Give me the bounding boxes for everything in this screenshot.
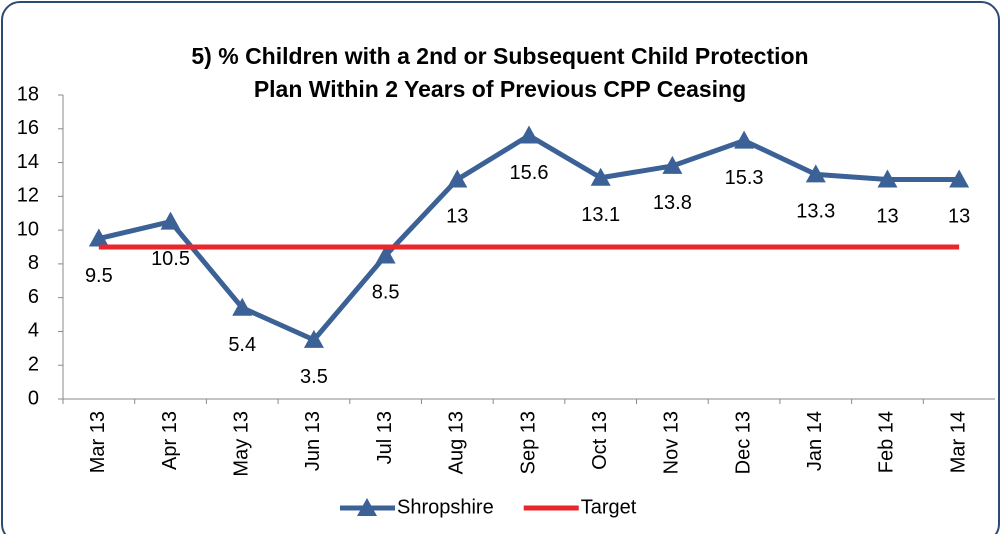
data-label: 13 bbox=[446, 206, 468, 228]
y-tick-label: 6 bbox=[28, 286, 39, 308]
y-tick-label: 10 bbox=[17, 218, 39, 240]
marker bbox=[303, 329, 324, 348]
y-tick-label: 2 bbox=[28, 354, 39, 376]
x-tick-label: Jan 14 bbox=[804, 411, 826, 471]
y-tick-label: 8 bbox=[28, 252, 39, 274]
data-label: 13 bbox=[876, 206, 898, 228]
x-tick-label: Mar 14 bbox=[947, 411, 969, 473]
data-label: 13.3 bbox=[796, 201, 835, 223]
marker bbox=[877, 169, 898, 188]
legend-marker bbox=[357, 498, 377, 516]
marker bbox=[88, 228, 109, 247]
data-label: 3.5 bbox=[300, 366, 328, 388]
x-tick-label: Aug 13 bbox=[446, 411, 468, 474]
y-tick-label: 14 bbox=[17, 151, 39, 173]
marker bbox=[160, 211, 181, 230]
y-tick-label: 4 bbox=[28, 320, 39, 342]
x-tick-label: Nov 13 bbox=[661, 411, 683, 474]
marker bbox=[232, 297, 253, 316]
y-tick-label: 16 bbox=[17, 117, 39, 139]
x-tick-label: Apr 13 bbox=[159, 411, 181, 470]
marker bbox=[949, 169, 970, 188]
x-tick-label: Feb 14 bbox=[876, 411, 898, 473]
y-tick-label: 12 bbox=[17, 185, 39, 207]
chart-title: 5) % Children with a 2nd or Subsequent C… bbox=[191, 43, 809, 102]
data-label: 13 bbox=[948, 206, 970, 228]
x-tick-label: Jul 13 bbox=[374, 411, 396, 464]
marker bbox=[447, 169, 468, 188]
marker bbox=[734, 130, 755, 149]
x-tick-label: May 13 bbox=[231, 411, 253, 477]
x-tick-label: Jun 13 bbox=[302, 411, 324, 471]
x-tick-label: Oct 13 bbox=[589, 411, 611, 470]
y-tick-label: 18 bbox=[17, 83, 39, 105]
marker bbox=[590, 167, 611, 186]
data-label: 15.3 bbox=[725, 167, 764, 189]
legend-label: Shropshire bbox=[397, 496, 494, 518]
marker bbox=[519, 125, 539, 144]
data-label: 15.6 bbox=[510, 162, 549, 184]
x-tick-label: Mar 13 bbox=[87, 411, 109, 473]
marker bbox=[805, 164, 826, 183]
data-label: 10.5 bbox=[151, 248, 190, 270]
y-tick-label: 0 bbox=[28, 387, 39, 409]
x-tick-label: Sep 13 bbox=[517, 411, 539, 474]
data-label: 8.5 bbox=[372, 282, 400, 304]
data-label: 13.8 bbox=[653, 192, 692, 214]
data-label: 5.4 bbox=[228, 334, 256, 356]
legend-label: Target bbox=[581, 496, 637, 518]
marker bbox=[375, 245, 396, 264]
marker bbox=[662, 155, 683, 174]
data-label: 13.1 bbox=[581, 204, 620, 226]
data-label: 9.5 bbox=[85, 265, 113, 287]
x-tick-label: Dec 13 bbox=[732, 411, 754, 474]
